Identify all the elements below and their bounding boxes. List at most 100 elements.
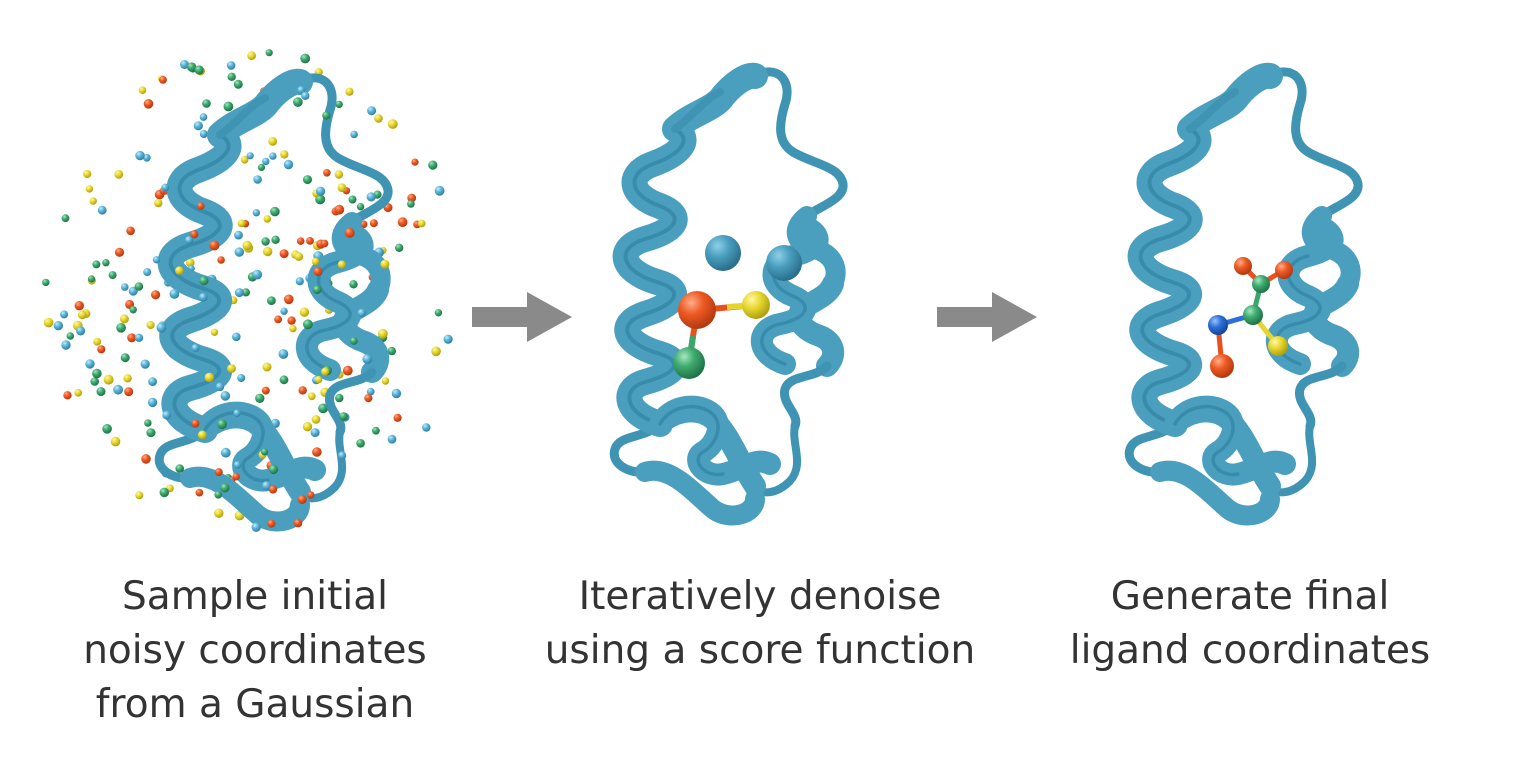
- noise-atom: [233, 79, 243, 89]
- noise-atom: [190, 230, 199, 239]
- noise-atom: [61, 340, 71, 350]
- noise-atom: [321, 367, 330, 376]
- noise-atom: [357, 308, 366, 318]
- noise-atom: [185, 258, 195, 267]
- noise-atom: [387, 434, 397, 444]
- noise-atom: [339, 412, 348, 421]
- noise-atom: [252, 209, 260, 217]
- noise-atom: [299, 307, 310, 317]
- arrow-right-icon: [937, 292, 1037, 342]
- noise-atoms-front: [42, 49, 445, 532]
- noise-atom: [187, 62, 197, 72]
- noise-atom: [220, 483, 230, 493]
- noise-atom: [184, 236, 194, 245]
- atom-icon: [1210, 354, 1234, 378]
- noise-atom: [280, 307, 288, 315]
- atom-icon: [1268, 336, 1288, 356]
- noise-atom: [214, 490, 223, 499]
- noise-atom: [271, 235, 280, 244]
- noise-atom: [66, 332, 75, 340]
- noise-atom: [76, 326, 86, 336]
- noise-atom: [366, 387, 375, 396]
- noise-atom: [417, 219, 426, 228]
- noise-atom: [227, 72, 236, 82]
- noise-atom: [342, 365, 353, 376]
- noise-atom: [143, 268, 152, 277]
- atom-icon: [705, 235, 741, 271]
- noise-atom: [246, 152, 254, 160]
- noise-atom: [89, 197, 97, 205]
- caption-line: from a Gaussian: [95, 682, 415, 727]
- noise-atom: [298, 386, 307, 395]
- noise-atom: [204, 372, 214, 383]
- noise-atom: [300, 53, 311, 64]
- noise-atom: [374, 114, 383, 123]
- noise-atom: [395, 243, 404, 252]
- noise-atom: [344, 227, 355, 238]
- noise-atom: [85, 185, 94, 193]
- noise-atom: [269, 152, 277, 160]
- noise-atom: [334, 204, 345, 215]
- noise-atom: [411, 158, 419, 166]
- noise-atom: [313, 267, 323, 277]
- noise-atom: [378, 328, 388, 339]
- noise-atom: [289, 324, 297, 333]
- noise-atom: [233, 409, 241, 417]
- noise-atom: [234, 288, 244, 298]
- noise-atom: [217, 256, 225, 264]
- noise-atom: [140, 359, 150, 369]
- noise-atom: [274, 315, 282, 324]
- noise-atom: [135, 491, 144, 500]
- noise-atom: [114, 247, 125, 257]
- noise-atom: [197, 430, 207, 440]
- noise-atom: [146, 320, 155, 330]
- noise-atom: [119, 314, 129, 324]
- noise-atom: [434, 309, 443, 317]
- noise-atom: [293, 97, 303, 107]
- noise-atom: [310, 428, 320, 438]
- noise-atom: [283, 159, 294, 170]
- arrow-right-icon: [472, 292, 572, 342]
- noise-atom: [169, 289, 180, 299]
- noise-atom: [191, 344, 200, 352]
- noise-atom: [129, 306, 137, 314]
- noise-atom: [74, 301, 85, 311]
- noise-atom: [199, 130, 208, 138]
- noise-atom: [262, 157, 270, 166]
- caption-line: Iteratively denoise: [578, 574, 942, 619]
- protein-ribbon-icon: [605, 72, 843, 516]
- noise-atom: [262, 362, 272, 372]
- noise-atom: [303, 319, 313, 330]
- atom-icon: [678, 291, 716, 329]
- noise-atom: [364, 394, 373, 403]
- noise-atom: [407, 200, 415, 208]
- noise-atom: [143, 99, 154, 109]
- noise-atom: [214, 508, 224, 518]
- noise-atom: [124, 387, 134, 397]
- noise-atom: [391, 388, 402, 399]
- noise-atom: [247, 51, 256, 61]
- noise-atom: [232, 332, 241, 342]
- noise-atom: [161, 183, 170, 192]
- noise-atom: [147, 397, 158, 408]
- noise-atom: [217, 419, 228, 430]
- noise-atom: [199, 113, 208, 121]
- noise-atom: [53, 321, 63, 331]
- noise-atom: [267, 519, 276, 528]
- noise-atom: [121, 283, 129, 291]
- noise-atom: [214, 468, 223, 477]
- noise-atom: [63, 391, 72, 400]
- panel-sample-noisy: [42, 49, 453, 532]
- noise-atom: [234, 247, 244, 257]
- noise-atom: [407, 193, 417, 203]
- noise-atom: [154, 198, 163, 208]
- noise-atom: [312, 285, 322, 295]
- noise-atom: [397, 217, 408, 228]
- noise-atom: [175, 464, 184, 473]
- noise-atom: [61, 214, 70, 223]
- noise-atom: [135, 150, 145, 161]
- noise-atom: [123, 374, 132, 383]
- noise-atom: [226, 61, 236, 70]
- noise-atom: [146, 428, 156, 438]
